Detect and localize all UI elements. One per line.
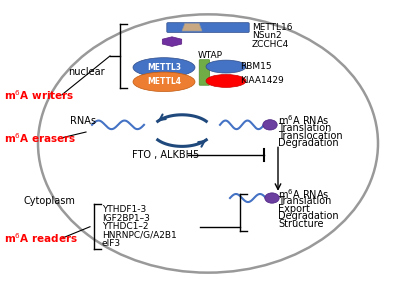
Text: HNRNPC/G/A2B1: HNRNPC/G/A2B1 bbox=[102, 231, 177, 240]
Text: Translation: Translation bbox=[278, 197, 331, 206]
Polygon shape bbox=[162, 37, 182, 46]
Text: RBM15: RBM15 bbox=[240, 62, 272, 71]
Text: Degradation: Degradation bbox=[278, 212, 339, 221]
FancyBboxPatch shape bbox=[167, 23, 249, 32]
Text: YTHDC1–2: YTHDC1–2 bbox=[102, 222, 148, 231]
Text: m$^6$A RNAs: m$^6$A RNAs bbox=[278, 187, 330, 201]
Text: WTAP: WTAP bbox=[198, 51, 223, 61]
Ellipse shape bbox=[206, 74, 246, 87]
Ellipse shape bbox=[206, 60, 246, 73]
Text: Translation: Translation bbox=[278, 123, 331, 133]
Text: ZCCHC4: ZCCHC4 bbox=[252, 40, 289, 49]
Text: Export: Export bbox=[278, 204, 310, 214]
Text: m$^6$A erasers: m$^6$A erasers bbox=[4, 131, 76, 145]
Text: METTL3: METTL3 bbox=[147, 63, 181, 72]
Text: Structure: Structure bbox=[278, 219, 324, 229]
Text: YTHDF1-3: YTHDF1-3 bbox=[102, 205, 146, 214]
Text: METTL16: METTL16 bbox=[252, 23, 292, 32]
Text: METTL4: METTL4 bbox=[147, 77, 181, 86]
Text: RNAs: RNAs bbox=[70, 116, 96, 125]
Ellipse shape bbox=[133, 58, 195, 77]
FancyBboxPatch shape bbox=[199, 60, 210, 85]
Text: eIF3: eIF3 bbox=[102, 239, 121, 249]
Text: NSun2: NSun2 bbox=[252, 31, 282, 40]
Text: nuclear: nuclear bbox=[68, 67, 105, 77]
Text: Degradation: Degradation bbox=[278, 139, 339, 148]
Text: Cytoplasm: Cytoplasm bbox=[24, 196, 76, 206]
Text: KIAA1429: KIAA1429 bbox=[240, 76, 284, 86]
Text: FTO , ALKBH5: FTO , ALKBH5 bbox=[132, 150, 199, 160]
Text: Translocation: Translocation bbox=[278, 131, 343, 141]
Ellipse shape bbox=[133, 72, 195, 92]
Text: m$^6$A RNAs: m$^6$A RNAs bbox=[278, 114, 330, 127]
Text: m$^6$A readers: m$^6$A readers bbox=[4, 231, 78, 245]
Text: IGF2BP1–3: IGF2BP1–3 bbox=[102, 214, 150, 223]
Circle shape bbox=[263, 120, 277, 130]
Polygon shape bbox=[182, 24, 202, 31]
Circle shape bbox=[265, 193, 279, 203]
Text: m$^6$A writers: m$^6$A writers bbox=[4, 88, 74, 102]
